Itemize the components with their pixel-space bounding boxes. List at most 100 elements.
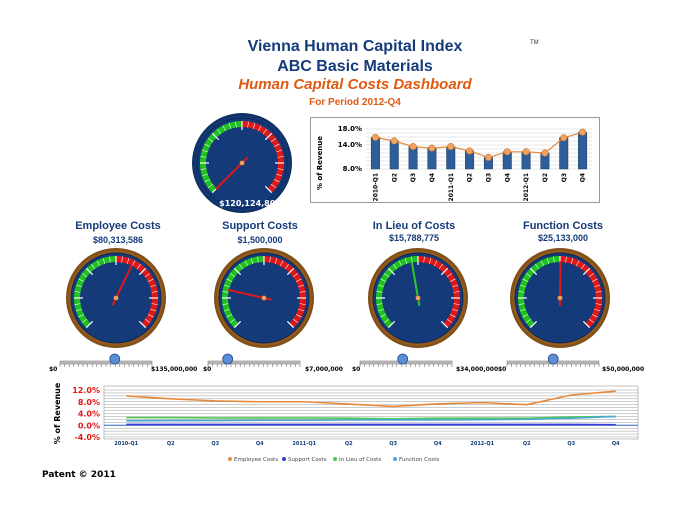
gauge-tick	[299, 291, 306, 293]
gauge-tick	[262, 128, 267, 135]
gauge-tick	[207, 138, 214, 143]
gauge-tick	[150, 308, 157, 312]
employee-costs-slider[interactable]	[58, 352, 154, 368]
gauge-tick	[540, 260, 544, 267]
total-gauge-value: $120,124,804	[219, 199, 281, 208]
gauge-tick	[75, 308, 82, 312]
gauge-tick	[222, 125, 226, 132]
x-tick-label: Q2	[391, 173, 398, 182]
slider-thumb	[397, 353, 409, 365]
gauge-tick	[269, 256, 271, 263]
gauge-tick	[276, 149, 283, 153]
gauge-hub	[239, 160, 245, 166]
legend-label: In Lieu of Costs	[339, 457, 381, 463]
x-tick-label: Q3	[410, 173, 417, 182]
gauge-tick	[453, 303, 460, 305]
gauge-tick	[518, 291, 525, 293]
gauge-tick	[446, 318, 453, 323]
in-lieu-slider-min: $0	[352, 366, 361, 373]
in-lieu-costs-slider[interactable]	[358, 352, 454, 368]
gauge-tick	[233, 267, 242, 276]
bar	[389, 140, 399, 170]
gauge-tick	[591, 278, 598, 282]
gauge-tick	[582, 267, 591, 276]
legend-label: Employee Costs	[234, 457, 278, 463]
gauge-tick	[223, 284, 230, 288]
gauge-tick	[136, 263, 141, 270]
gauge-tick	[380, 314, 387, 318]
gauge-tick	[138, 320, 147, 329]
gauge-tick	[222, 291, 229, 293]
x-tick-label: Q3	[211, 441, 219, 447]
in-lieu-costs-title: In Lieu of Costs	[372, 220, 456, 232]
gauge-tick	[453, 291, 460, 293]
gauge-tick	[78, 314, 85, 318]
gauge-tick	[270, 183, 277, 188]
gauge-tick	[440, 267, 449, 276]
gauge-green-band	[376, 256, 419, 328]
x-tick-label: 2012-Q1	[470, 441, 494, 447]
gauge-tick	[449, 278, 456, 282]
gauge-green-band	[222, 256, 265, 328]
gauge-tick	[580, 263, 585, 270]
gauge-tick	[380, 278, 387, 282]
legend-marker	[228, 457, 232, 461]
trend-point	[409, 143, 417, 151]
x-tick-label: Q4	[434, 441, 442, 447]
gauge-tick	[233, 320, 242, 329]
gauge-tick	[207, 183, 214, 188]
y-tick-label: 18.0%	[338, 125, 362, 133]
gauge-tick	[229, 273, 236, 278]
slider-thumb	[109, 353, 121, 365]
x-tick-label: Q3	[389, 441, 397, 447]
gauge-tick	[144, 273, 151, 278]
gauge-tick	[438, 263, 443, 270]
sector-title: ABC Basic Materials	[277, 58, 433, 75]
function-costs-slider[interactable]	[505, 352, 601, 368]
gauge-tick	[274, 257, 278, 264]
trend-point	[541, 149, 549, 157]
gauge-tick	[594, 308, 601, 312]
bar	[578, 131, 588, 170]
gauge-red-band	[241, 121, 284, 193]
total-cost-gauge	[192, 113, 292, 213]
gauge-tick	[96, 260, 100, 267]
gauge-tick	[383, 318, 390, 323]
gauge-tick	[204, 179, 211, 183]
trademark-mark: TM	[530, 40, 539, 46]
gauge-tick	[387, 320, 396, 329]
employee-slider-max: $135,000,000	[151, 366, 198, 373]
gauge-tick	[525, 273, 532, 278]
gauge-tick	[273, 143, 280, 147]
support-costs-slider[interactable]	[206, 352, 302, 368]
x-tick-label: Q4	[256, 441, 264, 447]
x-tick-label: Q2	[542, 173, 549, 182]
gauge-tick	[244, 260, 248, 267]
gauge-tick	[446, 273, 453, 278]
gauge-tick	[595, 303, 602, 305]
employee-slider-min: $0	[49, 366, 58, 373]
gauge-tick	[284, 263, 289, 270]
gauge-tick	[546, 257, 550, 264]
gauge-tick	[147, 278, 154, 282]
gauge-tick	[398, 260, 402, 267]
x-tick-label: Q4	[429, 173, 436, 182]
patent-notice: Patent © 2011	[42, 470, 116, 480]
gauge-tick	[423, 256, 425, 263]
gauge-tick	[440, 320, 449, 329]
x-tick-label: Q4	[504, 173, 511, 182]
gauge-tick	[522, 314, 529, 318]
gauge-tick	[582, 320, 591, 329]
gauge-tick	[201, 149, 208, 153]
gauge-tick	[535, 263, 540, 270]
support-costs-value: $1,500,000	[237, 235, 283, 245]
trend-point	[371, 133, 379, 141]
gauge-tick	[229, 318, 236, 323]
trend-point	[522, 148, 530, 156]
trend-point	[428, 144, 436, 152]
function-costs-gauge	[510, 248, 610, 348]
gauge-tick	[553, 256, 555, 263]
x-tick-label: Q4	[612, 441, 620, 447]
gauge-tick	[102, 257, 106, 264]
gauge-tick	[217, 128, 222, 135]
